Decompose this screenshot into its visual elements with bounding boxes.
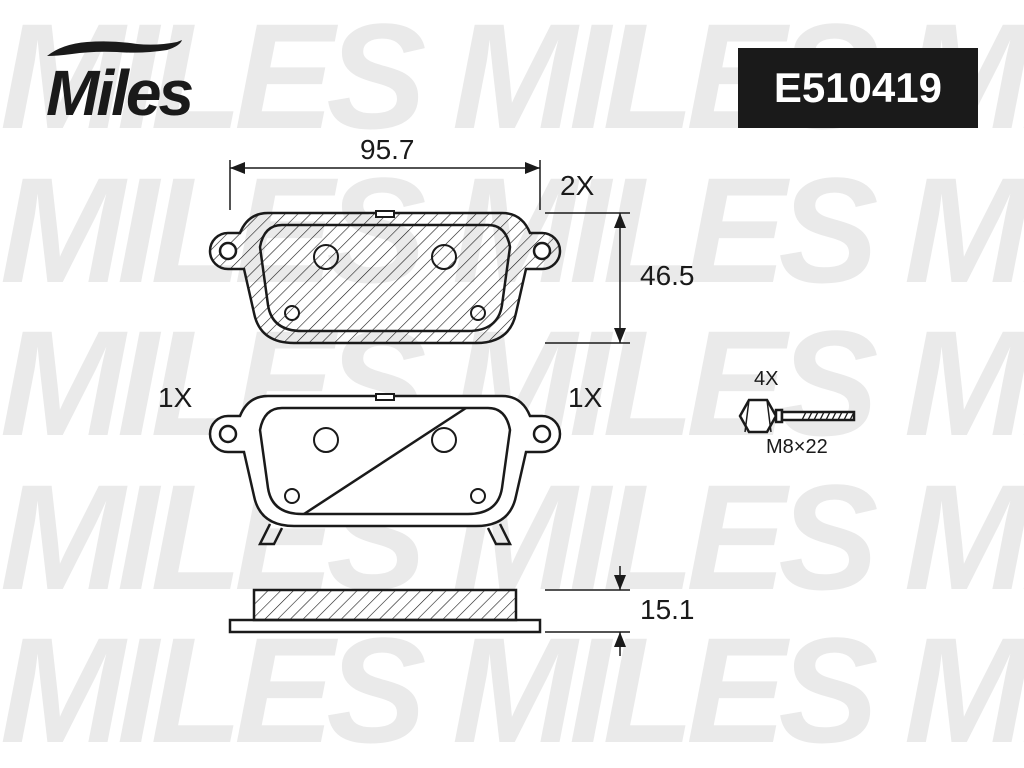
dim-height-label: 46.5 [640, 260, 695, 292]
pad-side-view [230, 590, 540, 632]
pad-bottom [210, 394, 560, 544]
dim-width [230, 160, 540, 210]
dim-height [545, 213, 630, 343]
dim-width-label: 95.7 [360, 134, 415, 166]
bolt [740, 400, 854, 432]
qty-top-label: 2X [560, 170, 594, 202]
qty-br-label: 1X [568, 382, 602, 414]
technical-drawing: 95.7 2X 46.5 1X 1X 15.1 4X M8×22 [100, 150, 920, 730]
pad-top [210, 211, 560, 343]
part-number-badge: E510419 [738, 48, 978, 128]
qty-bl-label: 1X [158, 382, 192, 414]
dim-thickness-label: 15.1 [640, 594, 695, 626]
brand-logo: Miles [46, 36, 191, 130]
dim-thickness [545, 566, 630, 656]
bolt-spec-label: M8×22 [766, 436, 828, 459]
qty-bolt-label: 4X [754, 368, 778, 391]
part-number-value: E510419 [774, 64, 942, 111]
brand-name: Miles [46, 56, 191, 130]
